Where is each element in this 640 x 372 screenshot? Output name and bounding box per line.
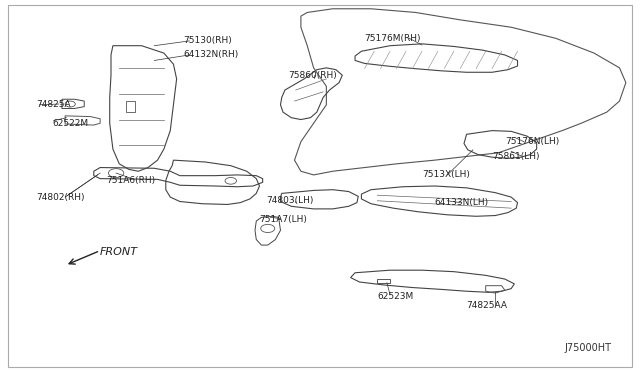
- Text: 74803(LH): 74803(LH): [266, 196, 313, 205]
- Text: 75176N(LH): 75176N(LH): [505, 137, 559, 146]
- Text: 62523M: 62523M: [378, 292, 413, 301]
- Text: 75176M(RH): 75176M(RH): [365, 34, 421, 43]
- Text: 74825AA: 74825AA: [467, 301, 508, 311]
- Text: 751A6(RH): 751A6(RH): [106, 176, 156, 185]
- Text: J75000HT: J75000HT: [564, 343, 611, 353]
- Text: 74825A: 74825A: [36, 100, 71, 109]
- Text: 75130(RH): 75130(RH): [183, 36, 232, 45]
- Text: 64132N(RH): 64132N(RH): [183, 51, 238, 60]
- Text: 75861(LH): 75861(LH): [492, 152, 540, 161]
- Text: 62522M: 62522M: [52, 119, 88, 128]
- Text: 75860(RH): 75860(RH): [288, 71, 337, 80]
- Text: 64133N(LH): 64133N(LH): [435, 198, 489, 207]
- Text: FRONT: FRONT: [100, 247, 138, 257]
- Text: 751A7(LH): 751A7(LH): [259, 215, 307, 224]
- Text: 74802(RH): 74802(RH): [36, 193, 85, 202]
- Text: 7513X(LH): 7513X(LH): [422, 170, 470, 179]
